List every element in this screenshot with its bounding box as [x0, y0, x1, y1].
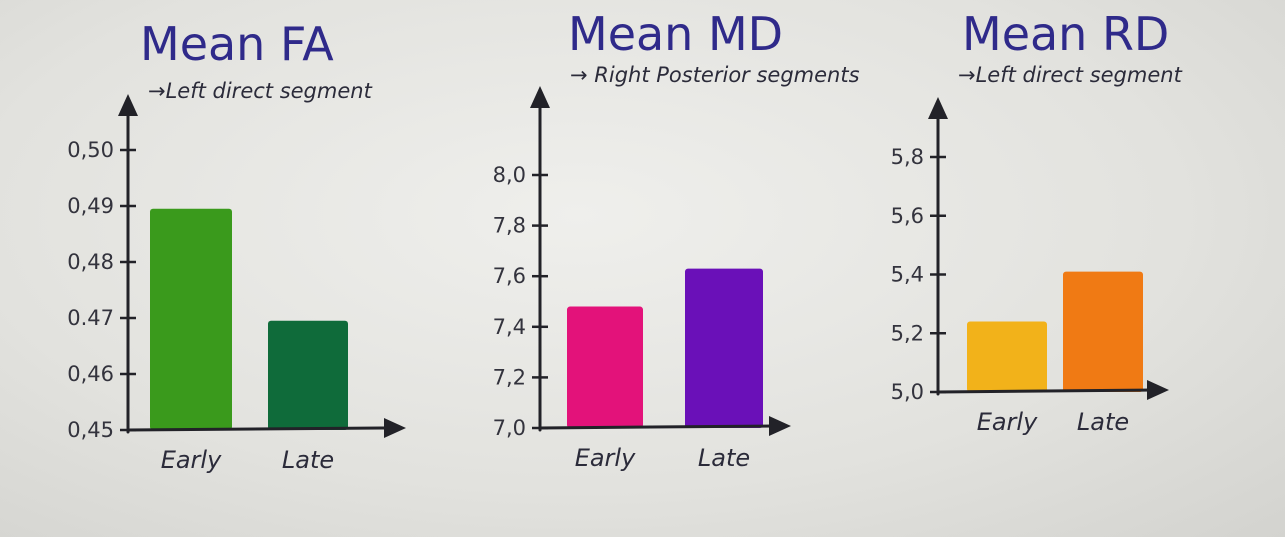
bar-late: [685, 268, 763, 428]
y-tick-label: 5,0: [891, 380, 924, 404]
y-axis-arrow: [118, 94, 138, 116]
chart-title: Mean MD: [568, 7, 783, 61]
y-tick-label: 0,46: [67, 362, 114, 386]
y-tick-label: 0,49: [67, 194, 114, 218]
x-categories: Early Late: [161, 446, 334, 474]
y-tick-label: 5,6: [891, 204, 924, 228]
x-category-label: Early: [977, 408, 1038, 436]
chart-subtitle: → Right Posterior segments: [570, 63, 860, 87]
y-tick-label: 8,0: [493, 163, 526, 187]
chart-mean-md: Mean MD → Right Posterior segments 7,07,…: [493, 7, 860, 472]
y-tick-label: 7,4: [493, 315, 526, 339]
y-ticks: 0,45 0,46 0.47 0,48 0,49 0,50: [67, 138, 136, 442]
y-axis-arrow: [928, 97, 948, 119]
bar-early: [567, 306, 643, 428]
chart-title: Mean FA: [140, 17, 334, 71]
y-axis-arrow: [530, 86, 550, 108]
axes: [530, 86, 791, 436]
y-tick-label: 0,50: [67, 138, 114, 162]
chart-subtitle: →Left direct segment: [148, 79, 373, 103]
bar-late: [1063, 271, 1143, 392]
bar-early: [967, 321, 1047, 392]
bar-early: [150, 208, 232, 430]
y-ticks: 7,0 7,2 7,4 7,6 7,8 8,0: [493, 163, 548, 440]
chart-mean-rd: Mean RD →Left direct segment 5,05,25,45,…: [891, 7, 1183, 436]
y-tick-label: 0,48: [67, 250, 114, 274]
bar-late: [268, 320, 348, 430]
bars: [967, 271, 1143, 392]
x-axis-line: [126, 426, 390, 432]
chart-title: Mean RD: [962, 7, 1169, 61]
x-category-label: Late: [698, 444, 750, 472]
y-tick-label: 7,2: [493, 365, 526, 389]
y-tick-label: 0,45: [67, 418, 114, 442]
y-tick-label: 0.47: [67, 306, 114, 330]
x-axis-line: [538, 424, 775, 430]
x-categories: Early Late: [575, 444, 750, 472]
bars: [567, 268, 763, 428]
y-tick-label: 5,4: [891, 263, 924, 287]
chart-subtitle: →Left direct segment: [958, 63, 1183, 87]
chart-mean-fa: Mean FA →Left direct segment 0,45 0,46 0.4…: [67, 17, 406, 474]
x-axis-arrow: [769, 416, 791, 436]
x-category-label: Early: [575, 444, 636, 472]
y-tick-label: 5,8: [891, 145, 924, 169]
y-tick-label: 7,0: [493, 416, 526, 440]
x-categories: Early Late: [977, 408, 1129, 436]
x-axis-line: [936, 388, 1153, 394]
y-tick-label: 5,2: [891, 321, 924, 345]
y-ticks: 5,0 5,2 5,4 5,6 5,8: [891, 145, 946, 404]
axes: [118, 94, 406, 438]
bars: [150, 208, 348, 430]
x-axis-arrow: [384, 418, 406, 438]
chart-subtitle-text: → Right Posterior segments: [570, 63, 860, 87]
y-tick-label: 7,8: [493, 214, 526, 238]
x-category-label: Early: [161, 446, 222, 474]
x-category-label: Late: [282, 446, 334, 474]
x-category-label: Late: [1077, 408, 1129, 436]
x-axis-arrow: [1147, 380, 1169, 400]
axes: [928, 97, 1169, 400]
y-tick-label: 7,6: [493, 264, 526, 288]
